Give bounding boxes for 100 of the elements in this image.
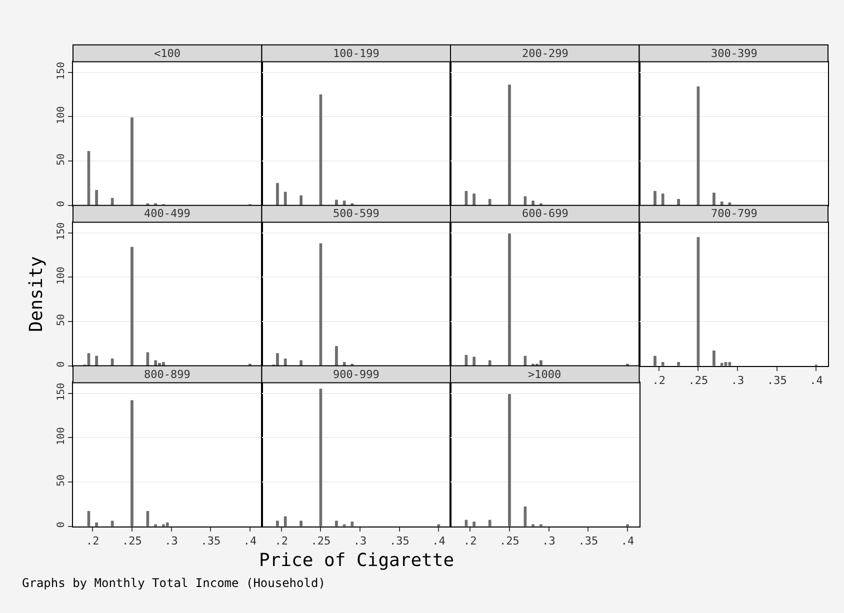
x-axis-title: Price of Cigarette <box>259 550 454 571</box>
bar <box>508 234 511 366</box>
x-tick-label: .35 <box>578 534 598 548</box>
bar <box>472 194 476 206</box>
bar <box>712 192 716 206</box>
chart-title: 900-999 <box>333 368 380 381</box>
bar <box>276 520 279 526</box>
chart-title: 700-799 <box>711 207 758 220</box>
bar <box>677 362 680 366</box>
bar <box>300 360 302 366</box>
bar <box>130 246 134 366</box>
bar <box>95 522 98 526</box>
y-tick-label: 0 <box>56 361 67 368</box>
bar <box>110 358 114 366</box>
x-tick-label: .3 <box>353 534 367 548</box>
x-tick-label: .25 <box>500 534 520 548</box>
y-tick-label: 100 <box>56 266 67 285</box>
bar <box>335 346 338 366</box>
x-tick-label: .35 <box>766 374 787 388</box>
bar <box>661 194 664 206</box>
bar <box>464 520 468 526</box>
chart-title: 100-199 <box>333 47 380 60</box>
bar <box>284 192 287 206</box>
bar <box>319 388 322 526</box>
bar <box>654 356 656 366</box>
bar <box>335 200 338 206</box>
bar <box>524 506 527 526</box>
text: Graphs by Monthly Total Income (Household) <box>22 576 326 590</box>
bar <box>87 151 90 206</box>
bar <box>154 360 158 366</box>
bar <box>276 353 279 366</box>
y-tick-label: 150 <box>56 62 67 80</box>
y-tick-label: 50 <box>56 474 67 486</box>
x-tick-label: .4 <box>243 534 257 548</box>
x-tick-label: .2 <box>652 374 666 388</box>
bar <box>110 198 114 206</box>
bar <box>300 195 302 206</box>
bar <box>472 522 476 526</box>
bar <box>661 362 664 366</box>
bar <box>696 237 700 366</box>
y-tick-label: 150 <box>56 222 67 240</box>
chart-title: 400-499 <box>144 207 190 220</box>
y-tick-label: 50 <box>56 314 67 326</box>
bar <box>319 243 322 366</box>
bar <box>488 360 492 366</box>
chart-title: >1000 <box>528 368 562 381</box>
x-tick-label: .35 <box>389 534 410 548</box>
bar <box>488 198 492 206</box>
x-tick-label: .2 <box>274 534 288 548</box>
x-tick-label: .35 <box>200 534 221 548</box>
x-tick-label: .4 <box>620 534 634 548</box>
x-tick-label: .25 <box>688 374 708 388</box>
chart-title: 600-699 <box>522 207 568 220</box>
bar <box>95 356 98 366</box>
x-tick-label: .3 <box>542 534 556 548</box>
bar <box>472 356 476 366</box>
bar <box>524 196 527 206</box>
x-tick-label: .25 <box>122 534 142 548</box>
bar <box>720 362 724 366</box>
bar <box>110 520 114 526</box>
chart-title: 500-599 <box>333 207 380 220</box>
chart-title: 800-899 <box>144 368 190 381</box>
chart-title: <100 <box>154 47 180 60</box>
bar <box>95 190 98 206</box>
x-tick-label: .2 <box>464 534 477 548</box>
y-axis-title: Density <box>26 256 48 332</box>
y-tick-label: 100 <box>56 427 67 446</box>
y-tick-label: 0 <box>56 522 67 528</box>
chart-title: 300-399 <box>711 47 758 60</box>
bar <box>524 356 527 366</box>
bar <box>728 362 732 366</box>
bar <box>677 198 680 206</box>
bar <box>696 86 700 206</box>
bar <box>130 400 134 526</box>
bar <box>464 190 468 206</box>
x-tick-label: .4 <box>432 534 446 548</box>
chart-title: 200-299 <box>522 47 568 60</box>
bar <box>319 94 322 206</box>
bar <box>166 522 169 526</box>
y-tick-label: 0 <box>56 200 67 207</box>
bar <box>87 353 90 366</box>
bar <box>300 520 302 526</box>
bar <box>488 520 492 526</box>
y-tick-label: 50 <box>56 154 67 166</box>
y-tick-label: 150 <box>56 382 67 401</box>
bar <box>87 510 90 526</box>
x-tick-label: .3 <box>730 374 744 388</box>
bar <box>284 358 287 366</box>
bar <box>724 362 728 366</box>
bar <box>654 190 656 206</box>
bar <box>146 510 150 526</box>
bar <box>508 84 511 206</box>
x-tick-label: .3 <box>164 534 178 548</box>
bar <box>284 516 287 526</box>
x-tick-label: .25 <box>310 534 331 548</box>
bar <box>712 350 716 366</box>
x-tick-label: .2 <box>86 534 100 548</box>
bar <box>335 520 338 526</box>
bar <box>508 394 511 526</box>
x-tick-label: .4 <box>810 374 824 388</box>
